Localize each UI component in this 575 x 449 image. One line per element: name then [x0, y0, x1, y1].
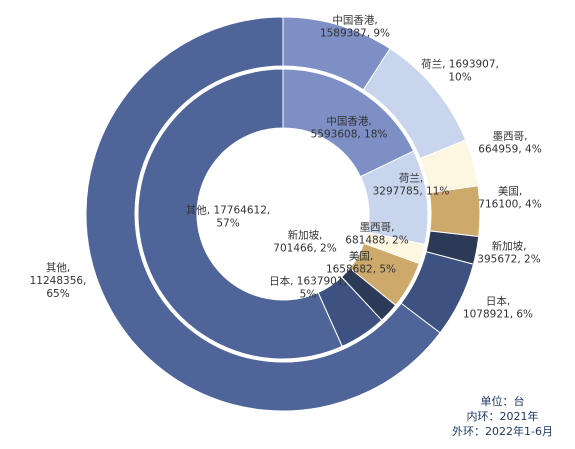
- slice-labels: 中国香港, 1589387, 9% 荷兰, 1693907, 10% 墨西哥, 66495…: [30, 14, 542, 321]
- outer-slice-label-5: 日本, 1078921, 6%: [463, 295, 533, 321]
- inner-ring-note: 内环：2021年: [466, 410, 539, 423]
- inner-ring: [137, 68, 429, 360]
- outer-slice-label-2: 墨西哥, 664959, 4%: [478, 131, 541, 156]
- inner-slice-label-5: 日本, 1637901, 5%: [269, 275, 347, 301]
- inner-slice-label-2: 墨西哥, 681488, 2%: [345, 222, 408, 247]
- inner-slice-label-4: 新加坡, 701466, 2%: [273, 229, 336, 255]
- outer-slice-label-0: 中国香港, 1589387, 9%: [320, 14, 390, 40]
- inner-slice-label-3: 美国, 1658682, 5%: [326, 250, 396, 276]
- outer-slice-label-4: 新加坡, 395672, 2%: [477, 240, 540, 266]
- outer-slice-label-1: 荷兰, 1693907, 10%: [421, 58, 499, 84]
- inner-slice-label-1: 荷兰, 3297785, 11%: [373, 172, 450, 198]
- inner-slice-6: [137, 68, 343, 360]
- inner-slice-label-0: 中国香港, 5593608, 18%: [311, 115, 388, 141]
- unit-note: 单位：台: [480, 395, 525, 408]
- inner-slice-label-6: 其他, 17764612, 57%: [186, 204, 270, 230]
- outer-slice-6: [85, 16, 441, 412]
- outer-ring: [85, 16, 481, 412]
- outer-slice-label-3: 美国, 716100, 4%: [478, 185, 541, 211]
- outer-ring-note: 外环：2022年1-6月: [452, 425, 553, 438]
- outer-slice-label-6: 其他, 11248356, 65%: [30, 261, 87, 300]
- chart-note: 单位：台 内环：2021年 外环：2022年1-6月: [452, 394, 553, 439]
